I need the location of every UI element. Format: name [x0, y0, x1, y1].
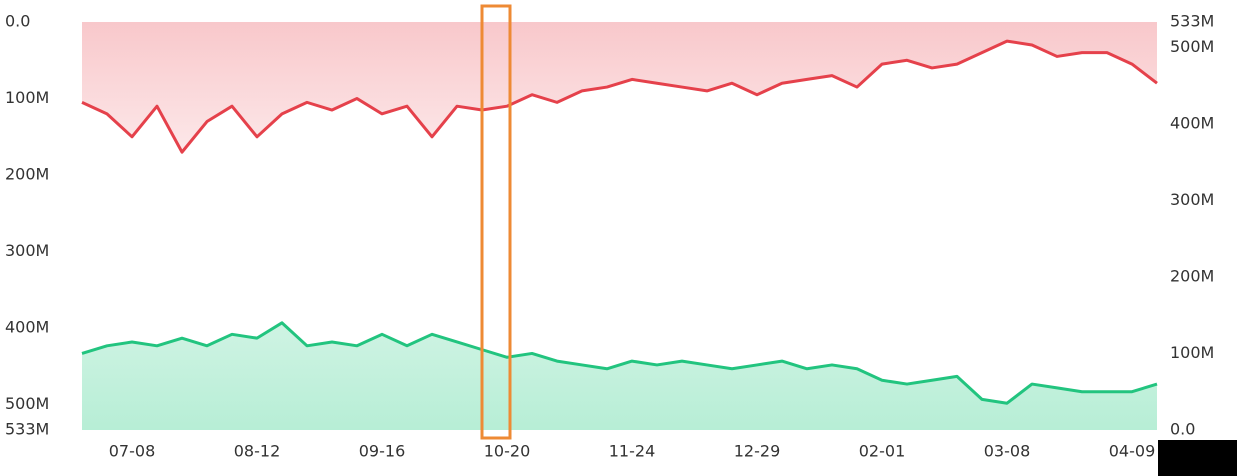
line	[81, 321, 1158, 405]
y-tick-label: 100M	[5, 88, 49, 107]
y-tick-label: 0.0	[5, 12, 30, 31]
x-tick-label: 09-16	[359, 442, 406, 461]
x-tick-label: 08-12	[234, 442, 281, 461]
plot	[81, 22, 1158, 430]
x-tick-label: 11-24	[609, 442, 656, 461]
y-tick-label: 533M	[5, 420, 49, 439]
x-tick-label: 03-08	[984, 442, 1031, 461]
y2-tick-label: 0.0	[1170, 420, 1195, 439]
y2-tick-label: 500M	[1170, 37, 1214, 56]
y2-tick-label: 100M	[1170, 343, 1214, 362]
x-tick-label: 12-29	[734, 442, 781, 461]
line	[81, 39, 1158, 154]
y2-tick-label: 400M	[1170, 113, 1214, 132]
highlight-box	[480, 4, 512, 440]
x-tick-label: 02-01	[859, 442, 906, 461]
area	[82, 22, 1157, 153]
y-tick-label: 200M	[5, 165, 49, 184]
area	[82, 322, 1157, 430]
x-tick-label: 07-08	[109, 442, 156, 461]
y-tick-label: 300M	[5, 241, 49, 260]
redaction	[1158, 440, 1237, 476]
x-tick-label: 04-09	[1109, 442, 1156, 461]
y2-tick-label: 300M	[1170, 190, 1214, 209]
y-tick-label: 400M	[5, 318, 49, 337]
x-tick-label: 10-20	[484, 442, 531, 461]
y2-tick-label: 533M	[1170, 12, 1214, 31]
y2-tick-label: 200M	[1170, 266, 1214, 285]
y-tick-label: 500M	[5, 394, 49, 413]
